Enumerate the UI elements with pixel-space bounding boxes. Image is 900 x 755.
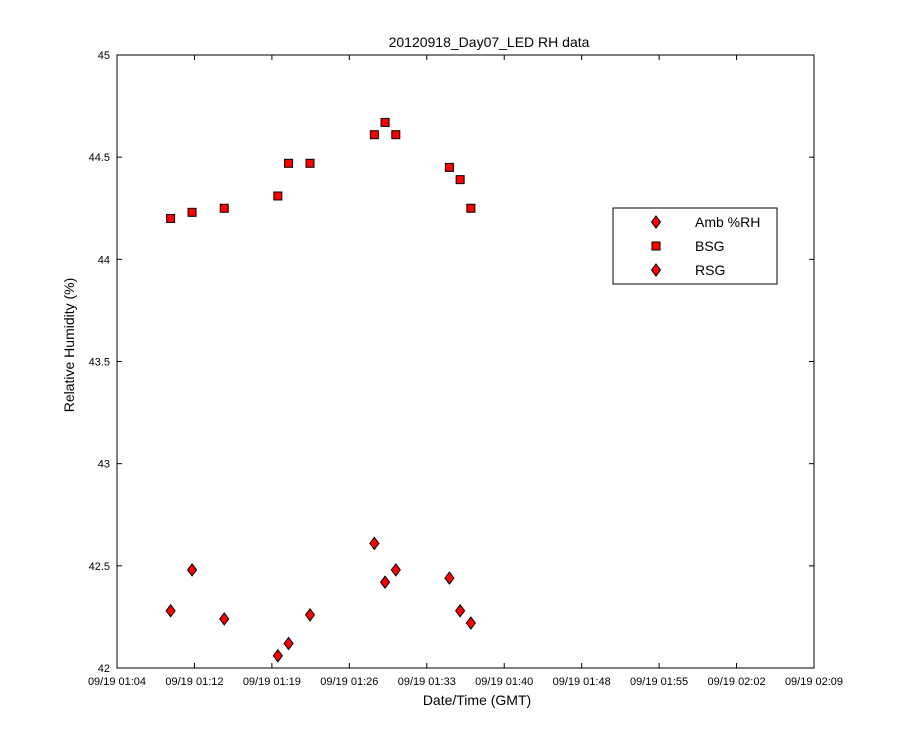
x-tick-label: 09/19 02:09 (785, 676, 843, 688)
rsg-point (219, 612, 230, 626)
x-tick-label: 09/19 02:02 (707, 676, 765, 688)
bsg-point (187, 207, 197, 217)
rsg-point (444, 571, 455, 585)
rsg-point (369, 536, 380, 551)
bsg-point (466, 203, 476, 213)
bsg-point (305, 158, 315, 168)
x-tick-label: 09/19 01:55 (630, 676, 688, 688)
bsg-point (219, 203, 229, 213)
bsg-point (391, 130, 401, 140)
x-tick-label: 09/19 01:19 (243, 676, 301, 688)
bsg-point (369, 130, 379, 140)
x-tick-label: 09/19 01:04 (88, 676, 146, 688)
x-tick-label: 09/19 01:26 (320, 676, 378, 688)
rsg-point (272, 648, 283, 663)
legend: Amb %RH BSG RSG (612, 207, 778, 285)
legend-label-rsg: RSG (695, 262, 725, 278)
rsg-point (283, 636, 294, 651)
rsg-point (379, 575, 391, 590)
legend-marker-rsg (650, 263, 662, 277)
rsg-point (390, 563, 401, 577)
y-tick-label: 45 (98, 50, 110, 62)
plot-area (116, 54, 815, 669)
x-tick-label: 09/19 01:12 (165, 676, 223, 688)
y-axis-title: Relative Humidity (%) (61, 278, 77, 413)
y-tick-label: 44.5 (89, 152, 110, 164)
y-axis: 42 42.5 43 43.5 44 44.5 45 (89, 50, 814, 675)
bsg-point (166, 213, 176, 223)
legend-box (612, 207, 778, 285)
x-axis-title: Date/Time (GMT) (423, 692, 531, 708)
rsg-point (455, 603, 466, 618)
x-tick-label: 09/19 01:40 (475, 676, 533, 688)
rsg-point (465, 616, 476, 630)
x-axis: 09/19 01:04 09/19 01:12 09/19 01:19 09/19 0… (88, 55, 843, 688)
x-tick-label: 09/19 01:48 (553, 676, 611, 688)
bsg-point (444, 162, 454, 172)
bsg-point (273, 191, 283, 201)
x-tick-label: 09/19 01:33 (398, 676, 456, 688)
legend-label-amb-rh: Amb %RH (695, 214, 760, 230)
legend-marker-amb-rh (650, 215, 662, 229)
y-tick-label: 43 (98, 459, 110, 471)
rsg-point (165, 603, 176, 618)
y-tick-label: 42.5 (89, 561, 110, 573)
legend-label-bsg: BSG (695, 238, 725, 254)
data-points (165, 117, 476, 663)
y-tick-label: 43.5 (89, 357, 110, 369)
rsg-point (186, 563, 198, 577)
y-tick-label: 42 (98, 663, 110, 675)
legend-marker-bsg (651, 241, 661, 251)
bsg-point (284, 158, 294, 168)
bsg-point (455, 175, 465, 185)
y-tick-label: 44 (98, 254, 110, 266)
chart-title: 20120918_Day07_LED RH data (389, 34, 590, 50)
rsg-point (304, 608, 316, 622)
bsg-point (380, 117, 390, 127)
